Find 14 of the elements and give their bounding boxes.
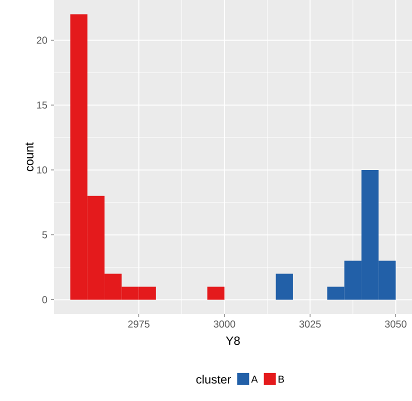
- x-tick-label: 3025: [299, 320, 321, 328]
- legend-label: A: [251, 376, 258, 383]
- legend-title: cluster: [196, 374, 231, 384]
- y-tick-label: 5: [42, 231, 48, 238]
- y-tick-label: 0: [42, 296, 48, 304]
- y-tick-label: 15: [37, 102, 48, 109]
- y-tick-label: 20: [36, 36, 48, 44]
- legend-label: B: [278, 376, 284, 383]
- y-tick-label: 10: [37, 166, 48, 174]
- x-tick-label: 3050: [384, 320, 406, 328]
- x-tick-label: 2975: [128, 320, 150, 328]
- y-axis-title: count: [26, 142, 34, 172]
- x-tick-label: 3000: [214, 320, 236, 328]
- x-axis-title: Y8: [226, 336, 240, 345]
